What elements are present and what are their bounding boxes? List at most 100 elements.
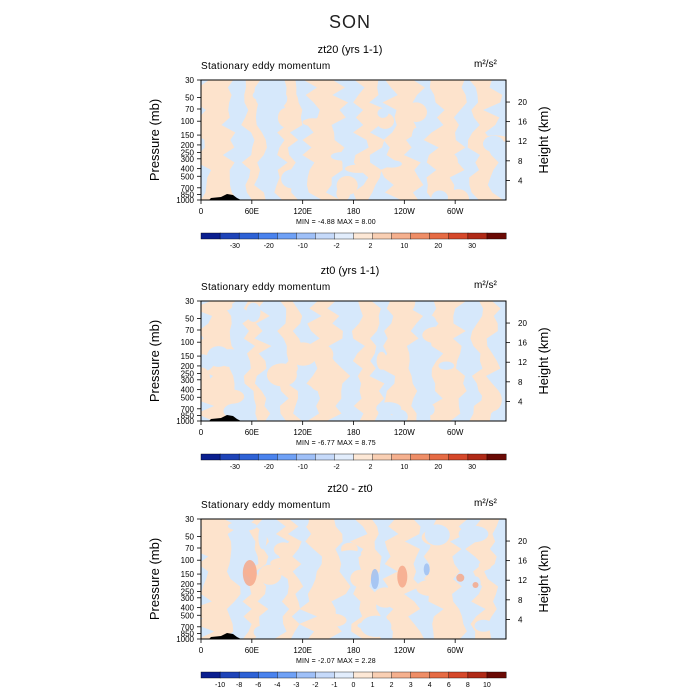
colorbar-swatch <box>257 671 278 679</box>
y2-tick-label: 12 <box>518 358 527 367</box>
figure-title: SON <box>328 12 371 32</box>
y2-tick-label: 4 <box>518 615 523 624</box>
panel-minmax: MIN = -2.07 MAX = 2.28 <box>296 658 376 665</box>
contour-field <box>201 80 506 200</box>
contour-region <box>266 363 297 387</box>
y-tick-label: 300 <box>181 155 195 164</box>
colorbar-label: -10 <box>298 243 308 250</box>
x-tick-label: 120W <box>394 207 415 216</box>
colorbar-label: 2 <box>390 682 394 689</box>
y-tick-label: 500 <box>181 172 195 181</box>
colorbar-swatch <box>467 671 488 679</box>
y-axis-label: Pressure (mb) <box>147 320 162 402</box>
y-tick-label: 100 <box>181 556 195 565</box>
colorbar-label: -6 <box>255 682 261 689</box>
x-tick-label: 60W <box>447 207 464 216</box>
contour-region <box>218 389 245 404</box>
contour-region <box>381 301 424 421</box>
y-tick-label: 30 <box>185 297 194 306</box>
x-tick-label: 120W <box>394 646 415 655</box>
y-tick-label: 300 <box>181 594 195 603</box>
contour-region <box>423 80 467 200</box>
x-tick-label: 0 <box>199 428 204 437</box>
contour-field <box>201 301 506 421</box>
y-tick-label: 70 <box>185 544 194 553</box>
y-tick-label: 250 <box>181 370 195 379</box>
colorbar-label: 3 <box>409 682 413 689</box>
contour-region <box>218 301 233 311</box>
contour-region <box>483 135 505 152</box>
contour-region <box>350 569 370 588</box>
y-tick-label: 500 <box>181 393 195 402</box>
contour-region <box>310 376 328 392</box>
y-tick-label: 850 <box>181 190 195 199</box>
colorbar-label: 20 <box>434 464 442 471</box>
y-tick-label: 100 <box>181 117 195 126</box>
contour-region <box>302 118 323 127</box>
x-tick-label: 60W <box>447 428 464 437</box>
y-tick-label: 100 <box>181 338 195 347</box>
y2-tick-label: 16 <box>518 118 527 127</box>
contour-region <box>474 619 493 632</box>
contour-region <box>465 519 500 639</box>
colorbar-label: 30 <box>468 243 476 250</box>
contour-region <box>336 185 350 200</box>
colorbar-label: -4 <box>274 682 280 689</box>
contour-region <box>345 164 372 173</box>
panel-title: zt0 (yrs 1-1) <box>320 265 380 277</box>
y-tick-label: 50 <box>185 314 194 323</box>
contour-region <box>351 301 385 421</box>
y-tick-label: 1000 <box>176 196 194 205</box>
y-tick-label: 700 <box>181 405 195 414</box>
contour-region <box>298 519 309 528</box>
y2-tick-label: 20 <box>518 537 527 546</box>
colorbar-label: 6 <box>447 682 451 689</box>
colorbar-swatch <box>334 671 354 679</box>
colorbar-swatch <box>353 671 374 679</box>
colorbar-label: 10 <box>400 243 408 250</box>
contour-region <box>246 302 261 322</box>
contour-region <box>330 152 355 161</box>
panel-left-label: Stationary eddy momentum <box>201 500 331 511</box>
contour-region <box>302 80 349 200</box>
x-tick-label: 180 <box>347 646 361 655</box>
colorbar-label: -2 <box>333 464 339 471</box>
colorbar-label: -10 <box>298 464 308 471</box>
panel-minmax: MIN = -4.88 MAX = 8.00 <box>296 219 376 226</box>
y-tick-label: 150 <box>181 570 195 579</box>
y2-tick-label: 8 <box>518 596 523 605</box>
colorbar-label: 1 <box>371 682 375 689</box>
contour-region <box>376 351 387 370</box>
colorbar-label: -20 <box>264 464 274 471</box>
y-tick-label: 400 <box>181 604 195 613</box>
y2-tick-label: 4 <box>518 176 523 185</box>
contour-region <box>458 525 489 543</box>
x-tick-label: 60E <box>245 428 259 437</box>
y-tick-label: 200 <box>181 141 195 150</box>
y2-tick-label: 12 <box>518 576 527 585</box>
contour-region <box>377 108 389 118</box>
contour-region <box>442 153 458 171</box>
topography <box>209 633 241 639</box>
y-tick-label: 50 <box>185 93 194 102</box>
contour-region <box>411 127 420 151</box>
x-tick-label: 60W <box>447 646 464 655</box>
y-tick-label: 400 <box>181 165 195 174</box>
contour-region <box>241 80 267 200</box>
y-tick-label: 700 <box>181 184 195 193</box>
y-tick-label: 300 <box>181 376 195 385</box>
colorbar-label: -2 <box>333 243 339 250</box>
contour-region <box>496 331 506 347</box>
contour-region <box>424 403 435 416</box>
colorbar-label: -2 <box>312 682 318 689</box>
colorbar-label: -20 <box>264 243 274 250</box>
x-tick-label: 60E <box>245 207 259 216</box>
contour-region <box>423 519 468 639</box>
y-tick-label: 200 <box>181 362 195 371</box>
colorbar-label: 10 <box>400 464 408 471</box>
y-tick-label: 250 <box>181 149 195 158</box>
y-tick-label: 70 <box>185 326 194 335</box>
x-tick-label: 120E <box>293 428 312 437</box>
x-tick-label: 120E <box>293 646 312 655</box>
x-tick-label: 60E <box>245 646 259 655</box>
